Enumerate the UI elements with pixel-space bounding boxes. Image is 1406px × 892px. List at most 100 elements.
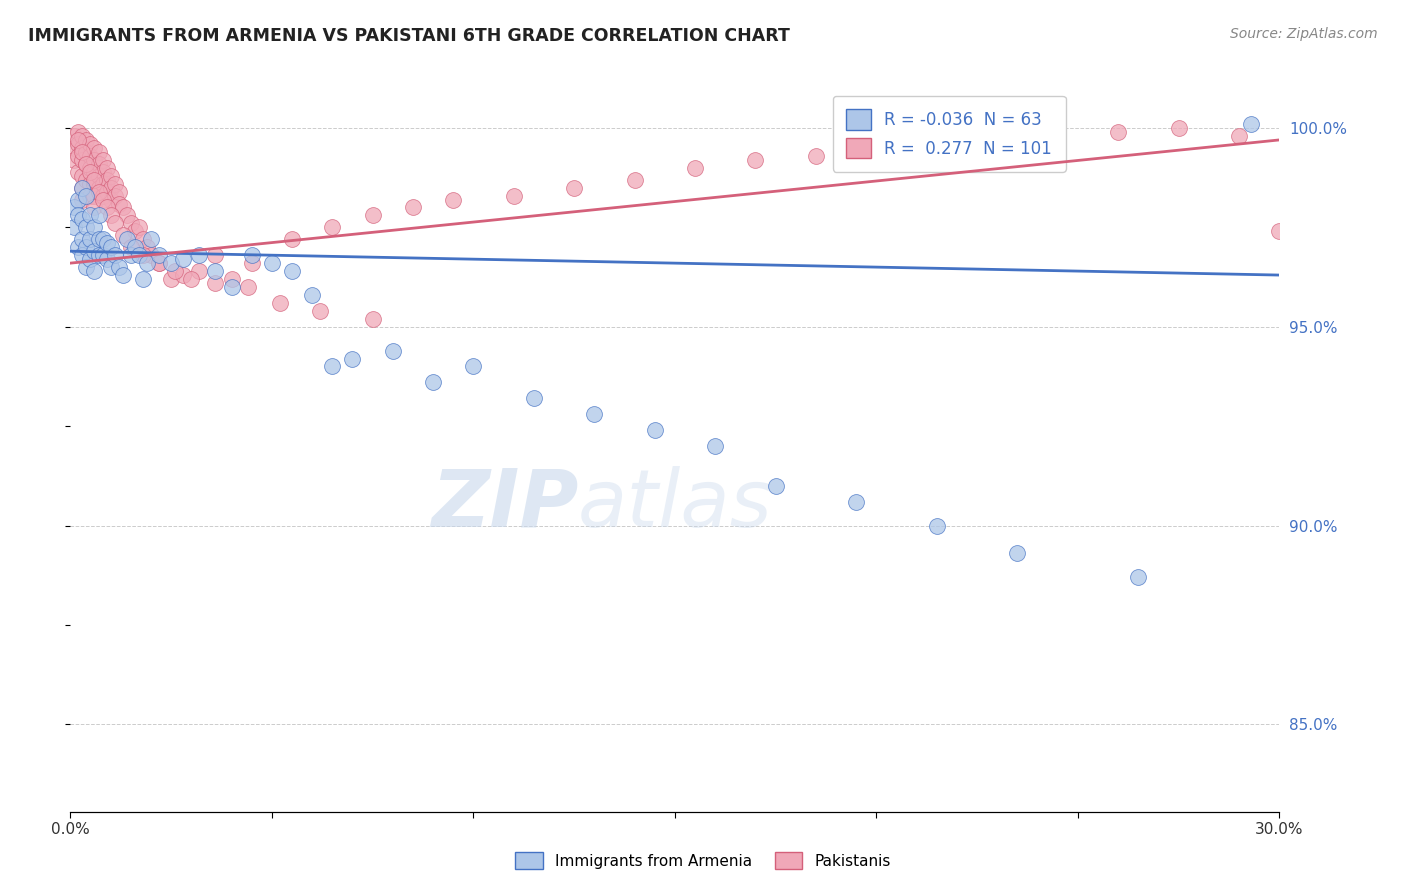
Point	[111, 228, 134, 243]
Point	[221, 280, 243, 294]
Point	[925, 136, 948, 151]
Point	[83, 264, 105, 278]
Point	[441, 193, 464, 207]
Point	[91, 248, 114, 262]
Point	[91, 153, 114, 167]
Point	[107, 260, 129, 274]
Point	[115, 232, 138, 246]
Point	[79, 164, 101, 178]
Point	[100, 260, 122, 274]
Point	[104, 248, 127, 262]
Point	[67, 240, 90, 254]
Point	[83, 220, 105, 235]
Point	[75, 240, 97, 254]
Point	[204, 264, 226, 278]
Point	[422, 376, 444, 390]
Point	[221, 272, 243, 286]
Point	[72, 232, 94, 246]
Point	[67, 193, 90, 207]
Point	[79, 136, 101, 151]
Point	[236, 280, 259, 294]
Point	[204, 248, 226, 262]
Point	[139, 248, 162, 262]
Point	[72, 169, 94, 183]
Point	[72, 180, 94, 194]
Point	[79, 188, 101, 202]
Point	[100, 240, 122, 254]
Point	[96, 252, 118, 267]
Point	[104, 188, 127, 202]
Point	[148, 256, 170, 270]
Point	[87, 145, 110, 159]
Point	[1167, 120, 1189, 135]
Point	[67, 164, 90, 178]
Point	[75, 260, 97, 274]
Point	[361, 311, 384, 326]
Point	[321, 359, 343, 374]
Point	[83, 177, 105, 191]
Point	[75, 172, 97, 186]
Point	[104, 216, 127, 230]
Point	[96, 201, 118, 215]
Point	[583, 407, 606, 421]
Point	[72, 145, 94, 159]
Point	[83, 201, 105, 215]
Point	[79, 161, 101, 175]
Point	[72, 212, 94, 227]
Point	[361, 209, 384, 223]
Point	[91, 193, 114, 207]
Point	[523, 392, 546, 406]
Point	[172, 252, 194, 267]
Point	[281, 264, 304, 278]
Point	[1046, 128, 1069, 143]
Point	[120, 248, 142, 262]
Point	[83, 164, 105, 178]
Point	[240, 248, 263, 262]
Point	[111, 268, 134, 282]
Point	[87, 169, 110, 183]
Point	[845, 494, 868, 508]
Point	[381, 343, 404, 358]
Point	[75, 157, 97, 171]
Point	[96, 172, 118, 186]
Point	[79, 232, 101, 246]
Point	[115, 209, 138, 223]
Point	[804, 149, 827, 163]
Point	[1107, 125, 1129, 139]
Text: IMMIGRANTS FROM ARMENIA VS PAKISTANI 6TH GRADE CORRELATION CHART: IMMIGRANTS FROM ARMENIA VS PAKISTANI 6TH…	[28, 27, 790, 45]
Point	[107, 196, 129, 211]
Point	[309, 303, 332, 318]
Point	[67, 133, 90, 147]
Point	[188, 248, 211, 262]
Point	[75, 157, 97, 171]
Point	[1227, 128, 1250, 143]
Text: atlas: atlas	[578, 466, 773, 543]
Point	[83, 244, 105, 259]
Point	[96, 161, 118, 175]
Point	[87, 185, 110, 199]
Point	[128, 248, 150, 262]
Point	[139, 232, 162, 246]
Point	[765, 479, 787, 493]
Point	[704, 439, 727, 453]
Point	[132, 248, 155, 262]
Point	[124, 224, 146, 238]
Point	[180, 272, 202, 286]
Point	[128, 220, 150, 235]
Point	[87, 232, 110, 246]
Point	[83, 172, 105, 186]
Point	[188, 264, 211, 278]
Point	[63, 128, 86, 143]
Point	[67, 136, 90, 151]
Point	[342, 351, 364, 366]
Point	[83, 153, 105, 167]
Point	[502, 188, 524, 202]
Point	[100, 180, 122, 194]
Point	[79, 149, 101, 163]
Point	[744, 153, 766, 167]
Point	[75, 133, 97, 147]
Point	[79, 252, 101, 267]
Point	[120, 240, 142, 254]
Point	[124, 240, 146, 254]
Point	[269, 296, 291, 310]
